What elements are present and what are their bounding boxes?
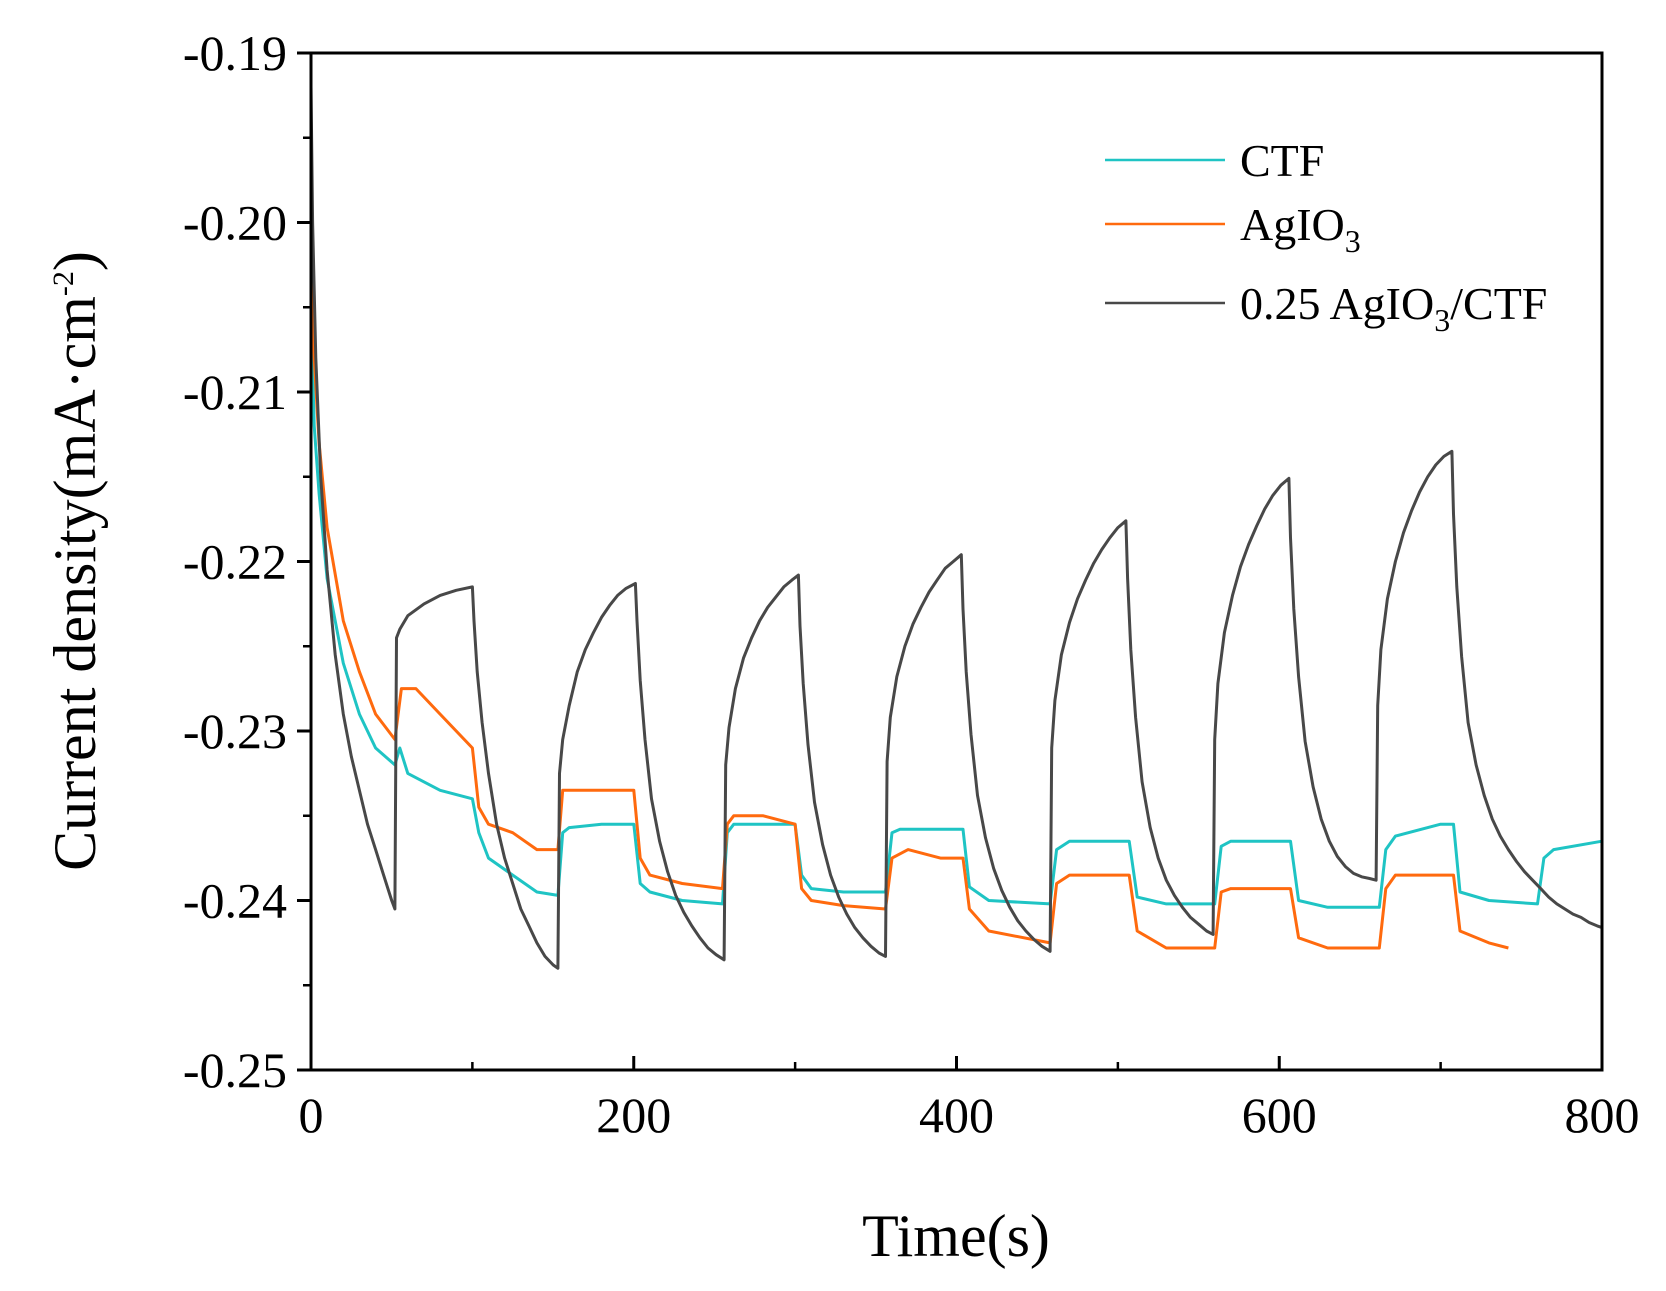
legend-label-composite: 0.25 AgIO3/CTF <box>1240 278 1547 338</box>
plot-series <box>309 86 1603 970</box>
plot-frame <box>309 51 1604 1072</box>
series-line-2 <box>309 86 1603 970</box>
x-tick-label: 400 <box>919 1087 994 1143</box>
axis-ticks <box>297 51 1604 1072</box>
legend-label-ctf: CTF <box>1240 135 1324 186</box>
x-axis-title: Time(s) <box>862 1203 1050 1269</box>
y-tick-label: -0.25 <box>183 1042 287 1098</box>
y-tick-label: -0.24 <box>183 873 287 929</box>
y-tick-label: -0.19 <box>183 25 287 81</box>
y-tick-label: -0.20 <box>183 195 287 251</box>
series-line-0 <box>309 307 1603 909</box>
y-axis-title: Current density(mA·cm-2) <box>42 251 108 871</box>
x-tick-label: 600 <box>1242 1087 1317 1143</box>
x-tick-label: 800 <box>1565 1087 1640 1143</box>
x-tick-label: 0 <box>299 1087 324 1143</box>
tick-labels: 0 200 400 600 800 -0.25 -0.24 -0.23 -0.22 -0.21 -0… <box>183 25 1640 1143</box>
legend-label-agio3: AgIO3 <box>1240 199 1361 259</box>
y-tick-label: -0.23 <box>183 703 287 759</box>
y-tick-label: -0.22 <box>183 534 287 590</box>
series-line-1 <box>309 222 1509 950</box>
x-tick-label: 200 <box>596 1087 671 1143</box>
y-tick-label: -0.21 <box>183 364 287 420</box>
legend: CTF AgIO3 0.25 AgIO3/CTF <box>1105 135 1547 338</box>
